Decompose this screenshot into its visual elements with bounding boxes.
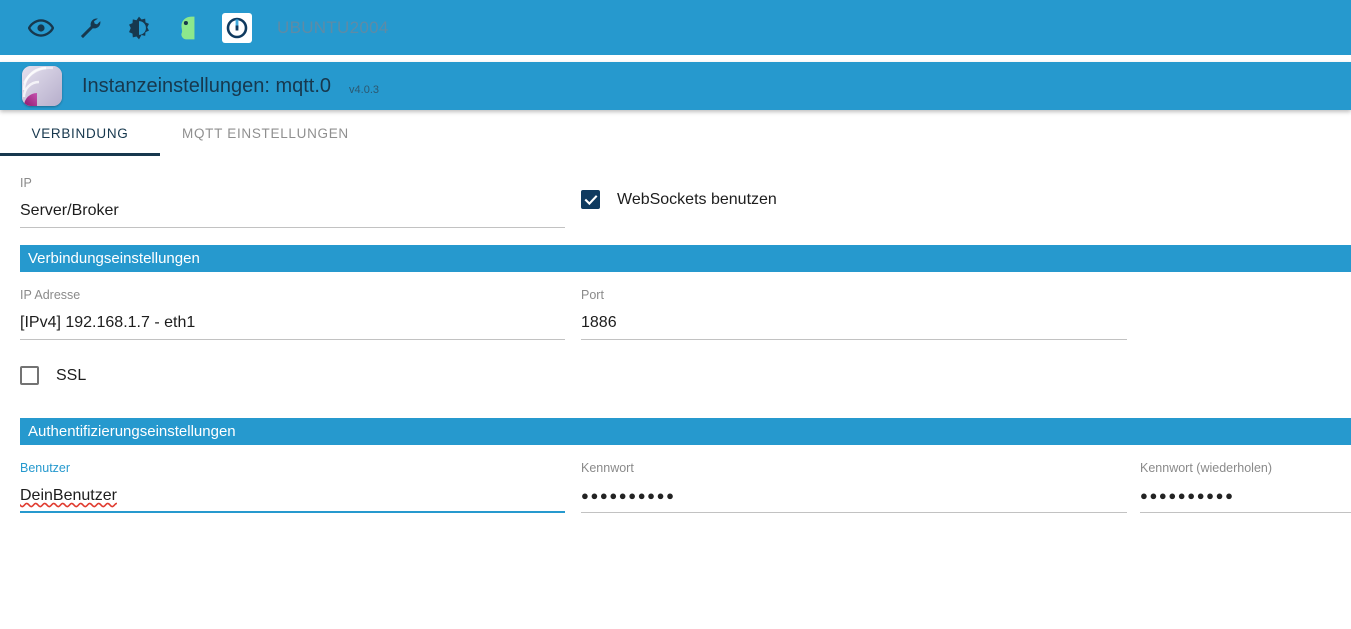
tab-mqtt-einstellungen-label: MQTT EINSTELLUNGEN (182, 126, 349, 141)
websockets-label: WebSockets benutzen (617, 190, 777, 208)
section-header-auth: Authentifizierungseinstellungen (20, 418, 1351, 445)
ip-type-underline (20, 227, 565, 228)
password-label: Kennwort (581, 461, 634, 475)
password-repeat-field[interactable]: Kennwort (wiederholen) ●●●●●●●●●● (1140, 461, 1351, 513)
brightness-icon[interactable] (122, 11, 156, 45)
port-underline (581, 339, 1127, 340)
port-value: 1886 (581, 314, 617, 331)
password-underline (581, 512, 1127, 513)
instance-title-bar: Instanzeinstellungen: mqtt.0 v4.0.3 (0, 62, 1351, 110)
head-profile-icon[interactable] (171, 11, 205, 45)
ip-type-label: IP (20, 176, 32, 190)
password-repeat-underline (1140, 512, 1351, 513)
tab-mqtt-einstellungen[interactable]: MQTT EINSTELLUNGEN (160, 114, 371, 156)
wrench-icon[interactable] (73, 11, 107, 45)
user-value-wrap[interactable]: DeinBenutzer (20, 484, 565, 508)
tab-verbindung-label: VERBINDUNG (31, 126, 129, 141)
iobroker-logo-icon[interactable] (220, 11, 254, 45)
ssl-checkbox-row[interactable]: SSL (20, 366, 86, 385)
page-title: Instanzeinstellungen: mqtt.0 (82, 74, 332, 97)
section-header-connection-label: Verbindungseinstellungen (28, 250, 200, 267)
websockets-checkbox[interactable] (581, 190, 600, 209)
password-repeat-label: Kennwort (wiederholen) (1140, 461, 1273, 475)
tab-bar: VERBINDUNG MQTT EINSTELLUNGEN (0, 114, 1351, 158)
ssl-checkbox[interactable] (20, 366, 39, 385)
ip-type-field[interactable]: IP Server/Broker (20, 176, 565, 228)
password-value: ●●●●●●●●●● (581, 488, 676, 503)
tab-verbindung[interactable]: VERBINDUNG (0, 114, 160, 156)
top-toolbar: UBUNTU2004 (0, 0, 1351, 55)
check-icon (584, 194, 597, 205)
ip-address-underline (20, 339, 565, 340)
user-label: Benutzer (20, 461, 71, 475)
section-header-connection: Verbindungseinstellungen (20, 245, 1351, 272)
eye-icon[interactable] (24, 11, 58, 45)
adapter-version-label: v4.0.3 (349, 84, 380, 96)
password-field[interactable]: Kennwort ●●●●●●●●●● (581, 461, 1127, 513)
user-value: DeinBenutzer (20, 487, 117, 504)
settings-form: IP Server/Broker WebSockets benutzen Ver… (0, 158, 1351, 629)
user-field[interactable]: Benutzer DeinBenutzer (20, 461, 565, 513)
port-field[interactable]: Port 1886 (581, 288, 1127, 340)
ssl-label: SSL (56, 366, 87, 384)
host-name-label: UBUNTU2004 (277, 17, 389, 37)
password-repeat-value: ●●●●●●●●●● (1140, 488, 1235, 503)
port-label: Port (581, 288, 604, 302)
websockets-checkbox-row[interactable]: WebSockets benutzen (581, 190, 777, 209)
ip-address-label: IP Adresse (20, 288, 81, 302)
section-header-auth-label: Authentifizierungseinstellungen (28, 423, 236, 440)
ip-address-value: [IPv4] 192.168.1.7 - eth1 (20, 314, 196, 331)
user-underline (20, 511, 565, 513)
ip-address-field[interactable]: IP Adresse [IPv4] 192.168.1.7 - eth1 (20, 288, 565, 340)
ip-type-value: Server/Broker (20, 202, 119, 219)
mqtt-logo-icon (22, 66, 62, 106)
